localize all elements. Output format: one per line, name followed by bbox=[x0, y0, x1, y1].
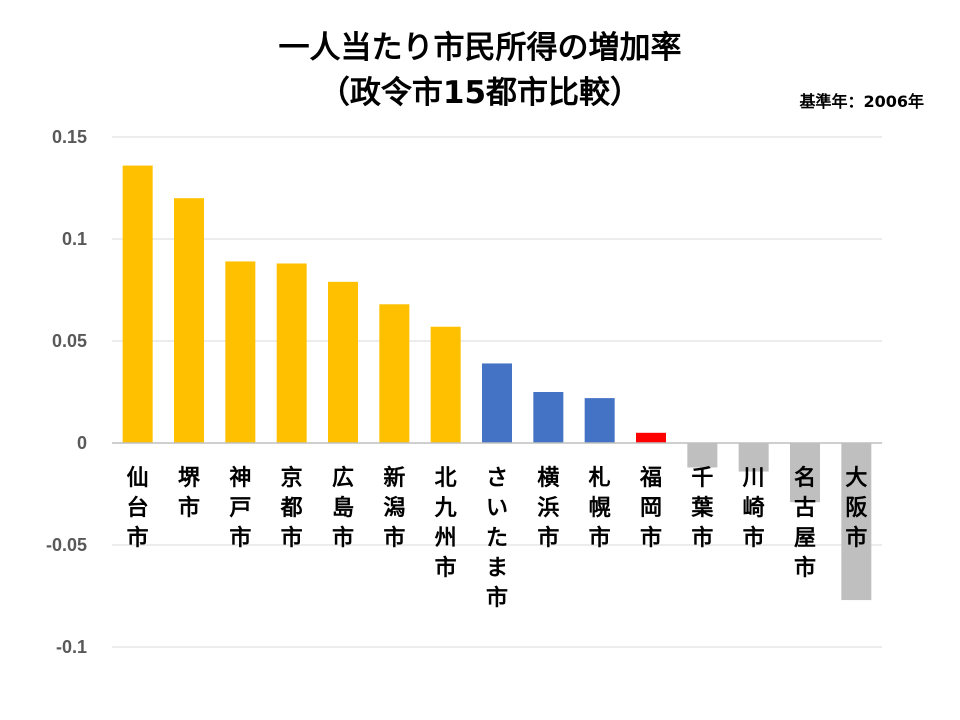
bar bbox=[122, 165, 153, 443]
bar bbox=[430, 326, 461, 443]
category-label: 川崎市 bbox=[742, 466, 765, 551]
category-label: 名古屋市 bbox=[794, 465, 816, 581]
bar bbox=[379, 304, 410, 443]
category-label: 横浜市 bbox=[537, 466, 559, 551]
y-tick-label: -0.05 bbox=[46, 535, 87, 555]
bar bbox=[636, 432, 666, 443]
chart-title-main: 一人当たり市民所得の増加率 bbox=[278, 30, 682, 66]
chart-title: 一人当たり市民所得の増加率 （政令市15都市比較） bbox=[0, 26, 960, 116]
bar bbox=[584, 398, 615, 443]
category-label: 仙台市 bbox=[127, 465, 149, 551]
category-label: 福岡市 bbox=[639, 466, 662, 551]
bar bbox=[482, 363, 512, 443]
bar bbox=[738, 443, 769, 472]
y-tick-label: 0.1 bbox=[62, 229, 87, 249]
bar bbox=[790, 443, 820, 503]
category-label: 札幌市 bbox=[588, 466, 611, 551]
category-label: 神戸市 bbox=[229, 465, 251, 551]
category-label: さいたま市 bbox=[486, 466, 508, 611]
y-tick-label: 0 bbox=[77, 433, 87, 453]
bar bbox=[174, 198, 204, 443]
category-label: 堺市 bbox=[178, 466, 201, 521]
bar bbox=[687, 443, 718, 468]
category-label: 新潟市 bbox=[383, 465, 405, 551]
category-label: 大阪市 bbox=[845, 466, 867, 551]
category-label: 広島市 bbox=[332, 465, 354, 551]
y-tick-label: 0.05 bbox=[52, 331, 87, 351]
bar bbox=[841, 443, 872, 601]
bar bbox=[225, 261, 256, 443]
category-label: 京都市 bbox=[280, 465, 303, 551]
bar bbox=[533, 392, 564, 443]
y-tick-label: -0.1 bbox=[56, 637, 87, 657]
y-axis-tick-labels: 0.15 0.1 0.05 0 -0.05 -0.1 bbox=[46, 127, 87, 657]
bars bbox=[122, 165, 872, 601]
category-label: 北九州市 bbox=[434, 466, 457, 581]
base-year-note: 基準年：2006年 bbox=[799, 92, 924, 111]
bar bbox=[276, 263, 307, 443]
chart-subtitle: （政令市15都市比較） bbox=[318, 75, 642, 111]
category-label: 千葉市 bbox=[690, 466, 714, 551]
y-tick-label: 0.15 bbox=[52, 127, 87, 147]
category-labels: 仙台市 堺市 神戸市 京都市 広島市 新潟市 北九州市 さいたま市 横浜市 札幌市 福岡市 千葉市 川崎… bbox=[127, 465, 868, 611]
bar bbox=[328, 281, 358, 443]
